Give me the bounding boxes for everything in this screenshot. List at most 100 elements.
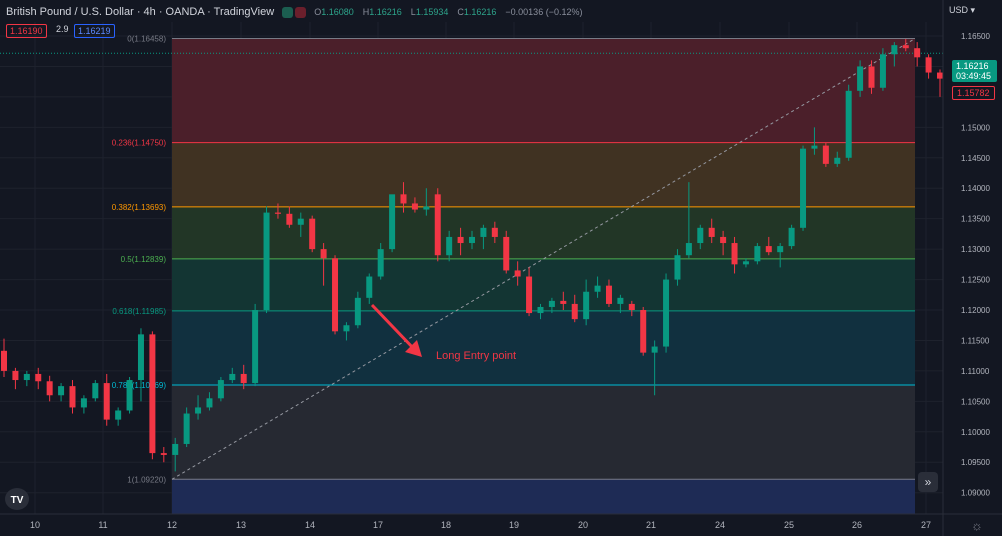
candle-body — [332, 258, 339, 332]
price-axis-label: 1.14500 — [961, 154, 990, 163]
tradingview-logo-icon[interactable]: TV — [5, 488, 29, 510]
ohlc-readout: O1.16080 H1.16216 L1.15934 C1.16216 — [314, 7, 505, 17]
price-axis-label: 1.15000 — [961, 123, 990, 132]
fib-level-label: 0(1.16458) — [127, 35, 166, 44]
spread-value: 2.9 — [56, 24, 69, 34]
time-axis-label: 17 — [373, 520, 383, 530]
time-axis-label: 25 — [784, 520, 794, 530]
ohlc-h: H1.16216 — [362, 7, 402, 17]
candle-body — [423, 206, 430, 210]
price-axis-label: 1.11000 — [961, 367, 990, 376]
time-axis-label: 11 — [98, 520, 107, 530]
candle-body — [491, 227, 498, 237]
candle-body — [115, 410, 122, 420]
price-axis-label: 1.09500 — [961, 458, 990, 467]
fib-zone — [172, 142, 915, 207]
candle-body — [195, 407, 202, 414]
fib-zone — [172, 258, 915, 311]
price-axis-label: 1.14000 — [961, 184, 990, 193]
time-axis-label: 12 — [167, 520, 177, 530]
time-axis-label: 14 — [305, 520, 315, 530]
candle-body — [640, 310, 647, 353]
candle-body — [297, 218, 304, 225]
candle-body — [160, 453, 167, 455]
candle-body — [571, 303, 578, 320]
time-axis-label: 10 — [30, 520, 40, 530]
time-axis-label: 21 — [646, 520, 656, 530]
annotation-arrow — [370, 303, 417, 352]
currency-selector[interactable]: USD ▾ — [948, 5, 975, 15]
candle-body — [617, 297, 624, 304]
candle-body — [12, 370, 19, 381]
candle-body — [274, 212, 281, 214]
symbol-title[interactable]: British Pound / U.S. Dollar · 4h · OANDA… — [6, 6, 275, 18]
candle-body — [480, 227, 487, 237]
ohlc-o: O1.16080 — [314, 7, 354, 17]
candle-body — [320, 249, 327, 259]
candle-body — [697, 227, 704, 244]
candle-body — [286, 213, 293, 225]
candle-body — [663, 279, 670, 347]
fib-zone — [172, 310, 915, 385]
candle-body — [879, 54, 886, 88]
scroll-to-realtime-button[interactable]: » — [918, 472, 938, 492]
candle-body — [252, 310, 259, 384]
candle-body — [354, 297, 361, 326]
candle-body — [263, 212, 270, 311]
candle-body — [800, 148, 807, 228]
annotation-arrow-head — [405, 340, 422, 357]
candle-body — [103, 383, 110, 420]
fib-level-label: 1(1.09220) — [127, 475, 166, 484]
svg-text:TV: TV — [11, 495, 24, 506]
candle-body — [434, 194, 441, 256]
candle-body — [891, 45, 898, 55]
candle-body — [560, 300, 567, 304]
market-status-toggle[interactable] — [282, 6, 307, 18]
buy-price-box[interactable]: 1.16219 — [74, 24, 115, 38]
time-axis-label: 18 — [441, 520, 451, 530]
candle-body — [834, 157, 841, 164]
time-axis-label: 19 — [509, 520, 519, 530]
chart-header: British Pound / U.S. Dollar · 4h · OANDA… — [6, 5, 582, 19]
candle-body — [377, 249, 384, 277]
candle-body — [183, 413, 190, 444]
price-axis-label: 1.12500 — [961, 276, 990, 285]
price-axis-label: 1.16500 — [961, 32, 990, 41]
candle-body — [628, 303, 635, 311]
candle-body — [583, 291, 590, 320]
candle-body — [240, 373, 247, 384]
price-axis-label: 1.11500 — [961, 336, 990, 345]
candle-body — [731, 243, 738, 265]
fib-level-label: 0.236(1.14750) — [112, 139, 167, 148]
candle-body — [925, 57, 932, 73]
candle-body — [742, 261, 749, 265]
candle-body — [594, 285, 601, 292]
candle-body — [685, 243, 692, 256]
price-axis-label: 1.13000 — [961, 245, 990, 254]
candle-body — [46, 381, 53, 396]
sell-price-box[interactable]: 1.16190 — [6, 24, 47, 38]
candle-body — [651, 346, 658, 353]
candle-body — [503, 236, 510, 271]
fib-zone — [172, 384, 915, 480]
candle-body — [35, 373, 42, 382]
candle-body — [937, 72, 943, 79]
candle-body — [720, 236, 727, 244]
candle-body — [172, 443, 179, 455]
candle-body — [914, 48, 921, 58]
candle-body — [411, 203, 418, 210]
candle-body — [126, 380, 133, 411]
candle-body — [526, 276, 533, 314]
candle-body — [765, 246, 772, 253]
price-axis-label: 1.10500 — [961, 397, 990, 406]
candle-body — [811, 145, 818, 149]
candle-body — [708, 227, 715, 237]
settings-gear-icon[interactable]: ☼ — [971, 518, 983, 533]
candle-body — [206, 398, 213, 408]
ohlc-l: L1.15934 — [410, 7, 449, 17]
fib-zone — [172, 38, 915, 143]
time-axis-label: 13 — [236, 520, 246, 530]
candle-body — [514, 270, 521, 277]
candle-body — [822, 145, 829, 164]
